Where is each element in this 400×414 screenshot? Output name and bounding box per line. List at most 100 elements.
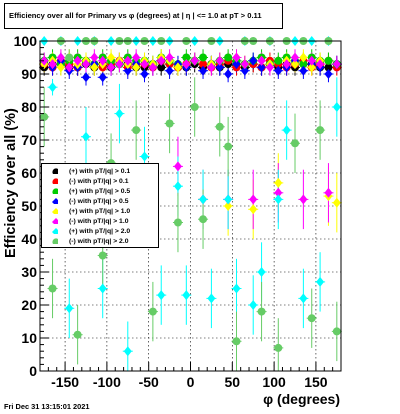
data-point bbox=[98, 251, 107, 260]
data-point bbox=[132, 62, 141, 73]
data-point bbox=[240, 59, 249, 70]
legend-marker-shape bbox=[52, 208, 58, 214]
legend-label: (-) with pT/|q| > 0.5 bbox=[69, 198, 129, 205]
legend-marker-shape bbox=[52, 178, 58, 184]
x-axis-label: φ (degrees) bbox=[263, 391, 340, 407]
data-point bbox=[132, 126, 141, 135]
data-point bbox=[148, 307, 157, 316]
data-point bbox=[140, 59, 149, 70]
chart-title: Efficiency over all for Primary vs φ (de… bbox=[4, 3, 283, 29]
legend-label: (+) with pT/|q| > 1.0 bbox=[69, 208, 131, 215]
data-point bbox=[257, 55, 266, 66]
data-point bbox=[98, 283, 107, 294]
data-point bbox=[65, 62, 74, 73]
axes: 0 10 20 30 40 50 60 70 80 90 100 -150 -100 -50 0 50 100 1… bbox=[14, 33, 334, 390]
data-point bbox=[332, 102, 341, 112]
data-point bbox=[232, 337, 241, 346]
y-tick-label: 70 bbox=[21, 132, 37, 148]
data-point bbox=[199, 194, 208, 205]
legend-marker-shape bbox=[52, 238, 58, 244]
data-point bbox=[48, 82, 57, 93]
data-point bbox=[291, 59, 300, 70]
data-point bbox=[148, 62, 157, 73]
legend-marker bbox=[52, 168, 58, 174]
data-point bbox=[107, 62, 116, 73]
data-point bbox=[291, 52, 300, 63]
data-point bbox=[190, 55, 199, 66]
data-point bbox=[316, 276, 325, 287]
x-tick-label: 0 bbox=[187, 374, 195, 390]
data-point bbox=[274, 343, 283, 352]
x-tick-label: 50 bbox=[225, 374, 241, 390]
y-tick-label: 0 bbox=[29, 363, 37, 379]
data-point bbox=[40, 55, 49, 66]
legend-marker bbox=[52, 208, 58, 214]
x-tick-label: 100 bbox=[262, 374, 286, 390]
legend-label: (-) with pT/|q| > 0.1 bbox=[69, 178, 129, 185]
legend-marker bbox=[52, 178, 58, 184]
data-point bbox=[207, 293, 216, 304]
y-tick-label: 40 bbox=[21, 231, 37, 247]
legend-item: (-) with pT/|q| > 0.1 bbox=[42, 177, 158, 187]
y-tick-label: 60 bbox=[21, 165, 37, 181]
y-tick-label: 80 bbox=[21, 99, 37, 115]
data-point bbox=[257, 267, 266, 277]
data-point bbox=[332, 197, 341, 208]
data-point bbox=[324, 63, 333, 72]
legend-item: (-) with pT/|q| > 0.5 bbox=[42, 197, 158, 207]
data-point bbox=[199, 53, 208, 62]
data-point bbox=[199, 215, 208, 224]
data-point bbox=[307, 62, 316, 73]
data-point bbox=[73, 55, 82, 66]
data-point bbox=[282, 125, 291, 136]
data-point bbox=[90, 62, 99, 73]
legend-marker-shape bbox=[52, 228, 58, 234]
data-point bbox=[324, 56, 333, 65]
data-point bbox=[199, 60, 208, 69]
data-point bbox=[224, 53, 233, 62]
legend-label: (+) with pT/|q| > 2.0 bbox=[69, 228, 131, 235]
legend-marker-shape bbox=[52, 198, 58, 204]
data-point bbox=[282, 59, 291, 70]
data-point bbox=[224, 194, 233, 205]
data-point bbox=[199, 65, 208, 76]
data-point bbox=[299, 65, 308, 76]
data-point bbox=[240, 65, 249, 76]
data-point bbox=[165, 65, 174, 76]
legend-item: (+) with pT/|q| > 0.5 bbox=[42, 187, 158, 197]
data-point bbox=[40, 112, 49, 121]
legend-label: (+) with pT/|q| > 0.5 bbox=[69, 188, 131, 195]
legend-marker bbox=[52, 218, 58, 224]
data-point bbox=[98, 55, 107, 66]
data-point bbox=[291, 139, 300, 148]
data-point bbox=[332, 59, 341, 70]
data-point bbox=[123, 346, 132, 357]
data-point bbox=[123, 65, 132, 76]
y-tick-label: 90 bbox=[21, 66, 37, 82]
y-axis-label: Efficiency over all (%) bbox=[3, 108, 19, 258]
data-point bbox=[299, 293, 308, 304]
data-point bbox=[274, 65, 283, 76]
legend-marker-shape bbox=[52, 168, 58, 174]
data-point bbox=[165, 52, 174, 63]
legend-label: (+) with pT/|q| > 0.1 bbox=[69, 168, 131, 175]
y-tick-label: 30 bbox=[21, 264, 37, 280]
y-tick-label: 100 bbox=[14, 33, 38, 49]
data-point bbox=[224, 142, 233, 151]
data-point bbox=[299, 194, 308, 205]
data-point bbox=[224, 69, 233, 79]
data-point bbox=[173, 62, 182, 73]
y-tick-label: 50 bbox=[21, 198, 37, 214]
legend-label: (-) with pT/|q| > 1.0 bbox=[69, 218, 129, 225]
data-point bbox=[232, 59, 241, 70]
data-point bbox=[90, 52, 99, 63]
data-point bbox=[140, 151, 149, 162]
data-point bbox=[232, 52, 241, 63]
data-point bbox=[123, 55, 132, 66]
data-point bbox=[107, 52, 116, 63]
data-point bbox=[115, 59, 124, 70]
data-point bbox=[316, 126, 325, 135]
legend-marker-shape bbox=[52, 188, 58, 194]
data-point bbox=[257, 307, 266, 316]
legend-item: (+) with pT/|q| > 1.0 bbox=[42, 207, 158, 217]
